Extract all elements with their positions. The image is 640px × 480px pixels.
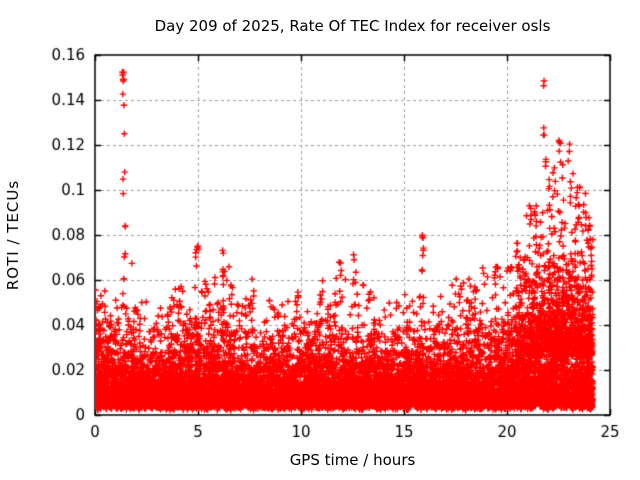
y-axis-label: ROTI / TECUs xyxy=(4,179,22,291)
chart-title: Day 209 of 2025, Rate Of TEC Index for r… xyxy=(154,17,551,35)
x-axis-label: GPS time / hours xyxy=(289,451,416,469)
